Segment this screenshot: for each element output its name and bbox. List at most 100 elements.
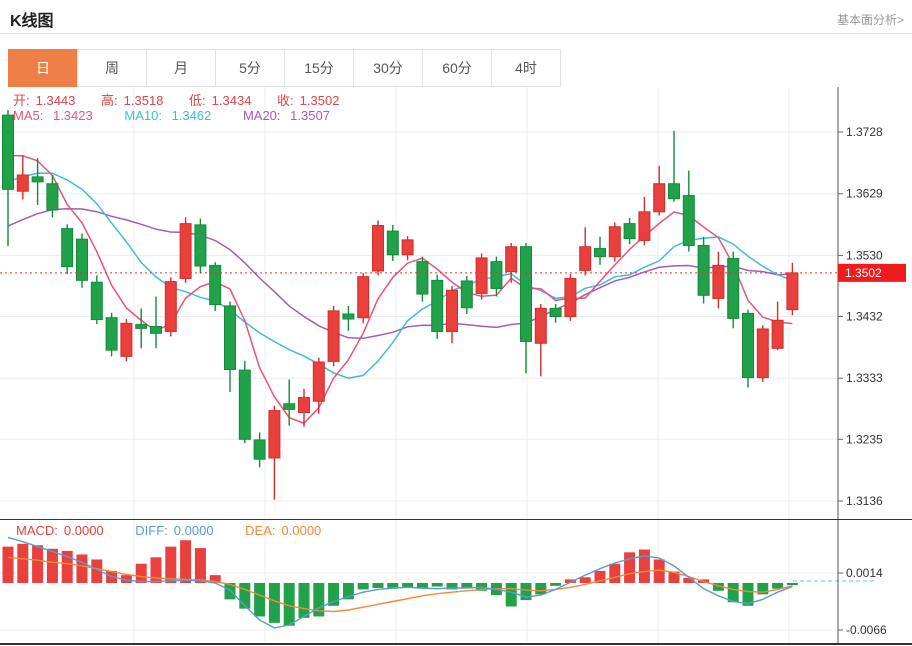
candle-body (549, 307, 562, 317)
price-tick-label: 1.3333 (846, 371, 883, 385)
macd-hist-bar (298, 582, 310, 618)
candle-body (742, 312, 754, 379)
candle-body (194, 224, 207, 267)
kline-chart-area: 开: 1.3443 高: 1.3518 低: 1.3434 收: 1.3502 MA5:… (0, 87, 912, 519)
macd-hist-bar (653, 559, 665, 583)
candle-body (342, 313, 355, 320)
candle-body (105, 317, 118, 351)
candlestick-canvas[interactable]: 1.3728 1.3629 1.3530 1.3432 1.3333 1.3235 1.31… (0, 87, 912, 519)
diff-line (7, 536, 793, 629)
macd-hist-bar (609, 563, 621, 583)
candle-body (61, 228, 74, 268)
macd-hist-bar (727, 582, 739, 603)
macd-hist-bar (194, 548, 206, 583)
candle-body (31, 176, 44, 183)
macd-tick-label: 0.0014 (846, 566, 883, 580)
fundamental-analysis-link[interactable]: 基本面分析> (836, 13, 904, 27)
macd-hist-bar (239, 582, 251, 609)
macd-hist-bar (757, 582, 769, 595)
macd-hist-bar (579, 577, 591, 583)
candle-body (697, 244, 710, 296)
candle-body (209, 264, 222, 306)
macd-hist-bar (224, 582, 236, 600)
macd-hist-bar (594, 570, 606, 583)
tab-interval-1[interactable]: 周 (77, 49, 147, 87)
price-tick-label: 1.3136 (846, 494, 883, 508)
macd-hist-bar (372, 582, 384, 588)
macd-pane: MACD: 0.0000 DIFF: 0.0000 DEA: 0.0000 0.001… (0, 519, 912, 645)
page-header: K线图 基本面分析> (0, 0, 912, 34)
candle-body (179, 223, 192, 279)
macd-hist-bar (624, 552, 636, 583)
macd-hist-bar (416, 582, 428, 589)
candle-body (475, 257, 488, 294)
candle-body (564, 277, 577, 318)
macd-hist-bar (535, 582, 547, 595)
tab-interval-5[interactable]: 30分 (353, 49, 423, 87)
candle-body (608, 226, 621, 258)
candle-body (771, 319, 784, 349)
price-tick-label: 1.3235 (846, 432, 883, 446)
candle-body (357, 276, 370, 319)
candle-body (534, 307, 547, 344)
candle-body (2, 114, 14, 190)
candle-body (756, 328, 769, 379)
macd-hist-bar (520, 582, 532, 601)
candle-body (120, 322, 133, 357)
macd-hist-bar (268, 582, 280, 623)
candle-body (653, 183, 666, 213)
macd-canvas[interactable]: 0.0014 -0.0066 (0, 520, 912, 643)
macd-hist-bar (2, 546, 14, 583)
candle-body (638, 211, 651, 241)
candle-body (312, 361, 325, 402)
candle-body (372, 224, 384, 272)
macd-hist-bar (431, 582, 443, 587)
ma5-line (7, 154, 793, 425)
candle-body (682, 195, 695, 246)
candle-body (401, 239, 414, 256)
macd-hist-bar (165, 546, 177, 583)
candle-body (505, 246, 518, 273)
candle-body (268, 410, 281, 459)
candle-body (446, 289, 458, 332)
macd-hist-bar (668, 571, 680, 583)
macd-hist-bar (342, 582, 354, 600)
tab-interval-0[interactable]: 日 (8, 49, 78, 87)
ma20-line (7, 208, 793, 340)
tab-interval-2[interactable]: 月 (146, 49, 216, 87)
candle-body (150, 325, 162, 334)
interval-tabbar: 日周月 5分 15分 30分 60分 4时 (8, 49, 912, 87)
macd-hist-bar (32, 545, 44, 583)
candle-body (579, 246, 592, 271)
candle-body (46, 183, 59, 211)
candle-body (224, 305, 236, 370)
candle-body (416, 261, 429, 295)
price-tick-label: 1.3432 (846, 310, 883, 324)
page-title: K线图 (10, 13, 54, 30)
macd-hist-bar (150, 557, 162, 583)
tab-interval-4[interactable]: 15分 (284, 49, 354, 87)
candle-body (668, 183, 680, 200)
macd-hist-bar (461, 582, 473, 588)
macd-hist-bar (772, 582, 784, 589)
candle-body (135, 324, 148, 329)
candle-body (16, 174, 29, 192)
price-tick-label: 1.3530 (846, 248, 883, 262)
candle-body (623, 223, 636, 240)
candle-body (786, 272, 799, 311)
candle-body (164, 281, 177, 332)
candle-body (431, 279, 444, 332)
macd-hist-bar (564, 579, 576, 583)
candle-body (327, 310, 340, 362)
last-price-tag-label: 1.3502 (845, 266, 882, 280)
price-tick-label: 1.3629 (846, 187, 883, 201)
tab-interval-3[interactable]: 5分 (215, 49, 285, 87)
candle-body (712, 264, 725, 299)
last-price-tag (838, 263, 906, 282)
tab-interval-6[interactable]: 60分 (422, 49, 492, 87)
tab-interval-7[interactable]: 4时 (491, 49, 561, 87)
macd-hist-bar (254, 582, 266, 617)
macd-hist-bar (180, 540, 192, 583)
macd-hist-bar (712, 582, 724, 591)
candle-body (76, 238, 88, 281)
